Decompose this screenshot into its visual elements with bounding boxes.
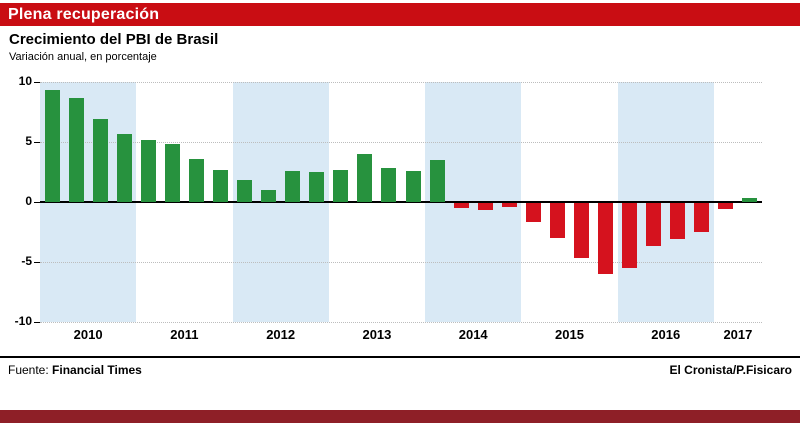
x-axis-label: 2015 xyxy=(555,327,584,342)
axis-tick xyxy=(34,201,40,203)
x-axis-label: 2010 xyxy=(73,327,103,342)
x-axis-label: 2017 xyxy=(723,327,753,342)
axis-tick xyxy=(34,261,40,263)
chart-title: Crecimiento del PBI de Brasil xyxy=(9,31,219,48)
x-axis-label: 2016 xyxy=(651,327,681,342)
bar-positive xyxy=(237,180,253,202)
bar-negative xyxy=(718,203,734,209)
bar-negative xyxy=(694,203,710,232)
zero-line xyxy=(40,201,762,203)
bar-positive xyxy=(44,90,60,202)
bar-negative xyxy=(622,203,638,268)
bar-positive xyxy=(68,97,84,202)
axis-tick xyxy=(34,81,40,83)
bar-positive xyxy=(742,198,758,202)
gridline xyxy=(40,321,762,323)
bar-positive xyxy=(285,170,301,202)
chart-subtitle: Variación anual, en porcentaje xyxy=(9,51,157,63)
bar-negative xyxy=(574,203,589,259)
headline-band: Plena recuperación xyxy=(0,3,800,26)
bar-positive xyxy=(405,170,421,202)
headline: Plena recuperación xyxy=(8,5,160,23)
gridline xyxy=(40,141,762,143)
axis-tick xyxy=(34,141,40,143)
bar-positive xyxy=(309,172,325,202)
bar-positive xyxy=(357,154,373,202)
bar-negative xyxy=(501,203,517,207)
y-axis-label: 5 xyxy=(25,134,32,148)
x-axis-label: 2013 xyxy=(362,327,392,342)
bar-negative xyxy=(477,203,493,211)
source-label: Fuente: xyxy=(8,363,49,377)
bar-negative xyxy=(598,203,614,274)
bar-positive xyxy=(92,119,108,202)
y-axis-label: -5 xyxy=(21,254,32,268)
bar-positive xyxy=(213,169,228,202)
bar-negative xyxy=(670,203,686,239)
y-axis-label: -10 xyxy=(14,314,32,328)
bar-positive xyxy=(381,168,397,202)
source-name: Financial Times xyxy=(52,363,142,377)
x-axis-label: 2011 xyxy=(170,327,199,342)
bar-positive xyxy=(116,133,132,202)
source-bar: Fuente: Financial Times El Cronista/P.Fi… xyxy=(0,356,800,377)
bar-positive xyxy=(140,139,156,202)
bar-negative xyxy=(646,203,662,247)
bar-positive xyxy=(188,158,204,202)
x-axis-label: 2014 xyxy=(458,327,488,342)
bar-positive xyxy=(429,160,445,202)
gridline xyxy=(40,81,762,83)
bar-positive xyxy=(333,169,349,202)
bar-negative xyxy=(525,203,541,223)
axis-tick xyxy=(34,321,40,323)
bar-positive xyxy=(261,190,277,202)
gridline xyxy=(40,261,762,263)
source-text: Fuente: Financial Times xyxy=(8,363,142,377)
bottom-band xyxy=(0,410,800,423)
bar-negative xyxy=(453,203,469,208)
credit-text: El Cronista/P.Fisicaro xyxy=(669,363,793,377)
bar-positive xyxy=(164,144,180,202)
y-axis-label: 0 xyxy=(25,194,32,208)
x-axis-label: 2012 xyxy=(266,327,296,342)
bar-negative xyxy=(549,203,565,238)
y-axis-label: 10 xyxy=(18,74,32,88)
